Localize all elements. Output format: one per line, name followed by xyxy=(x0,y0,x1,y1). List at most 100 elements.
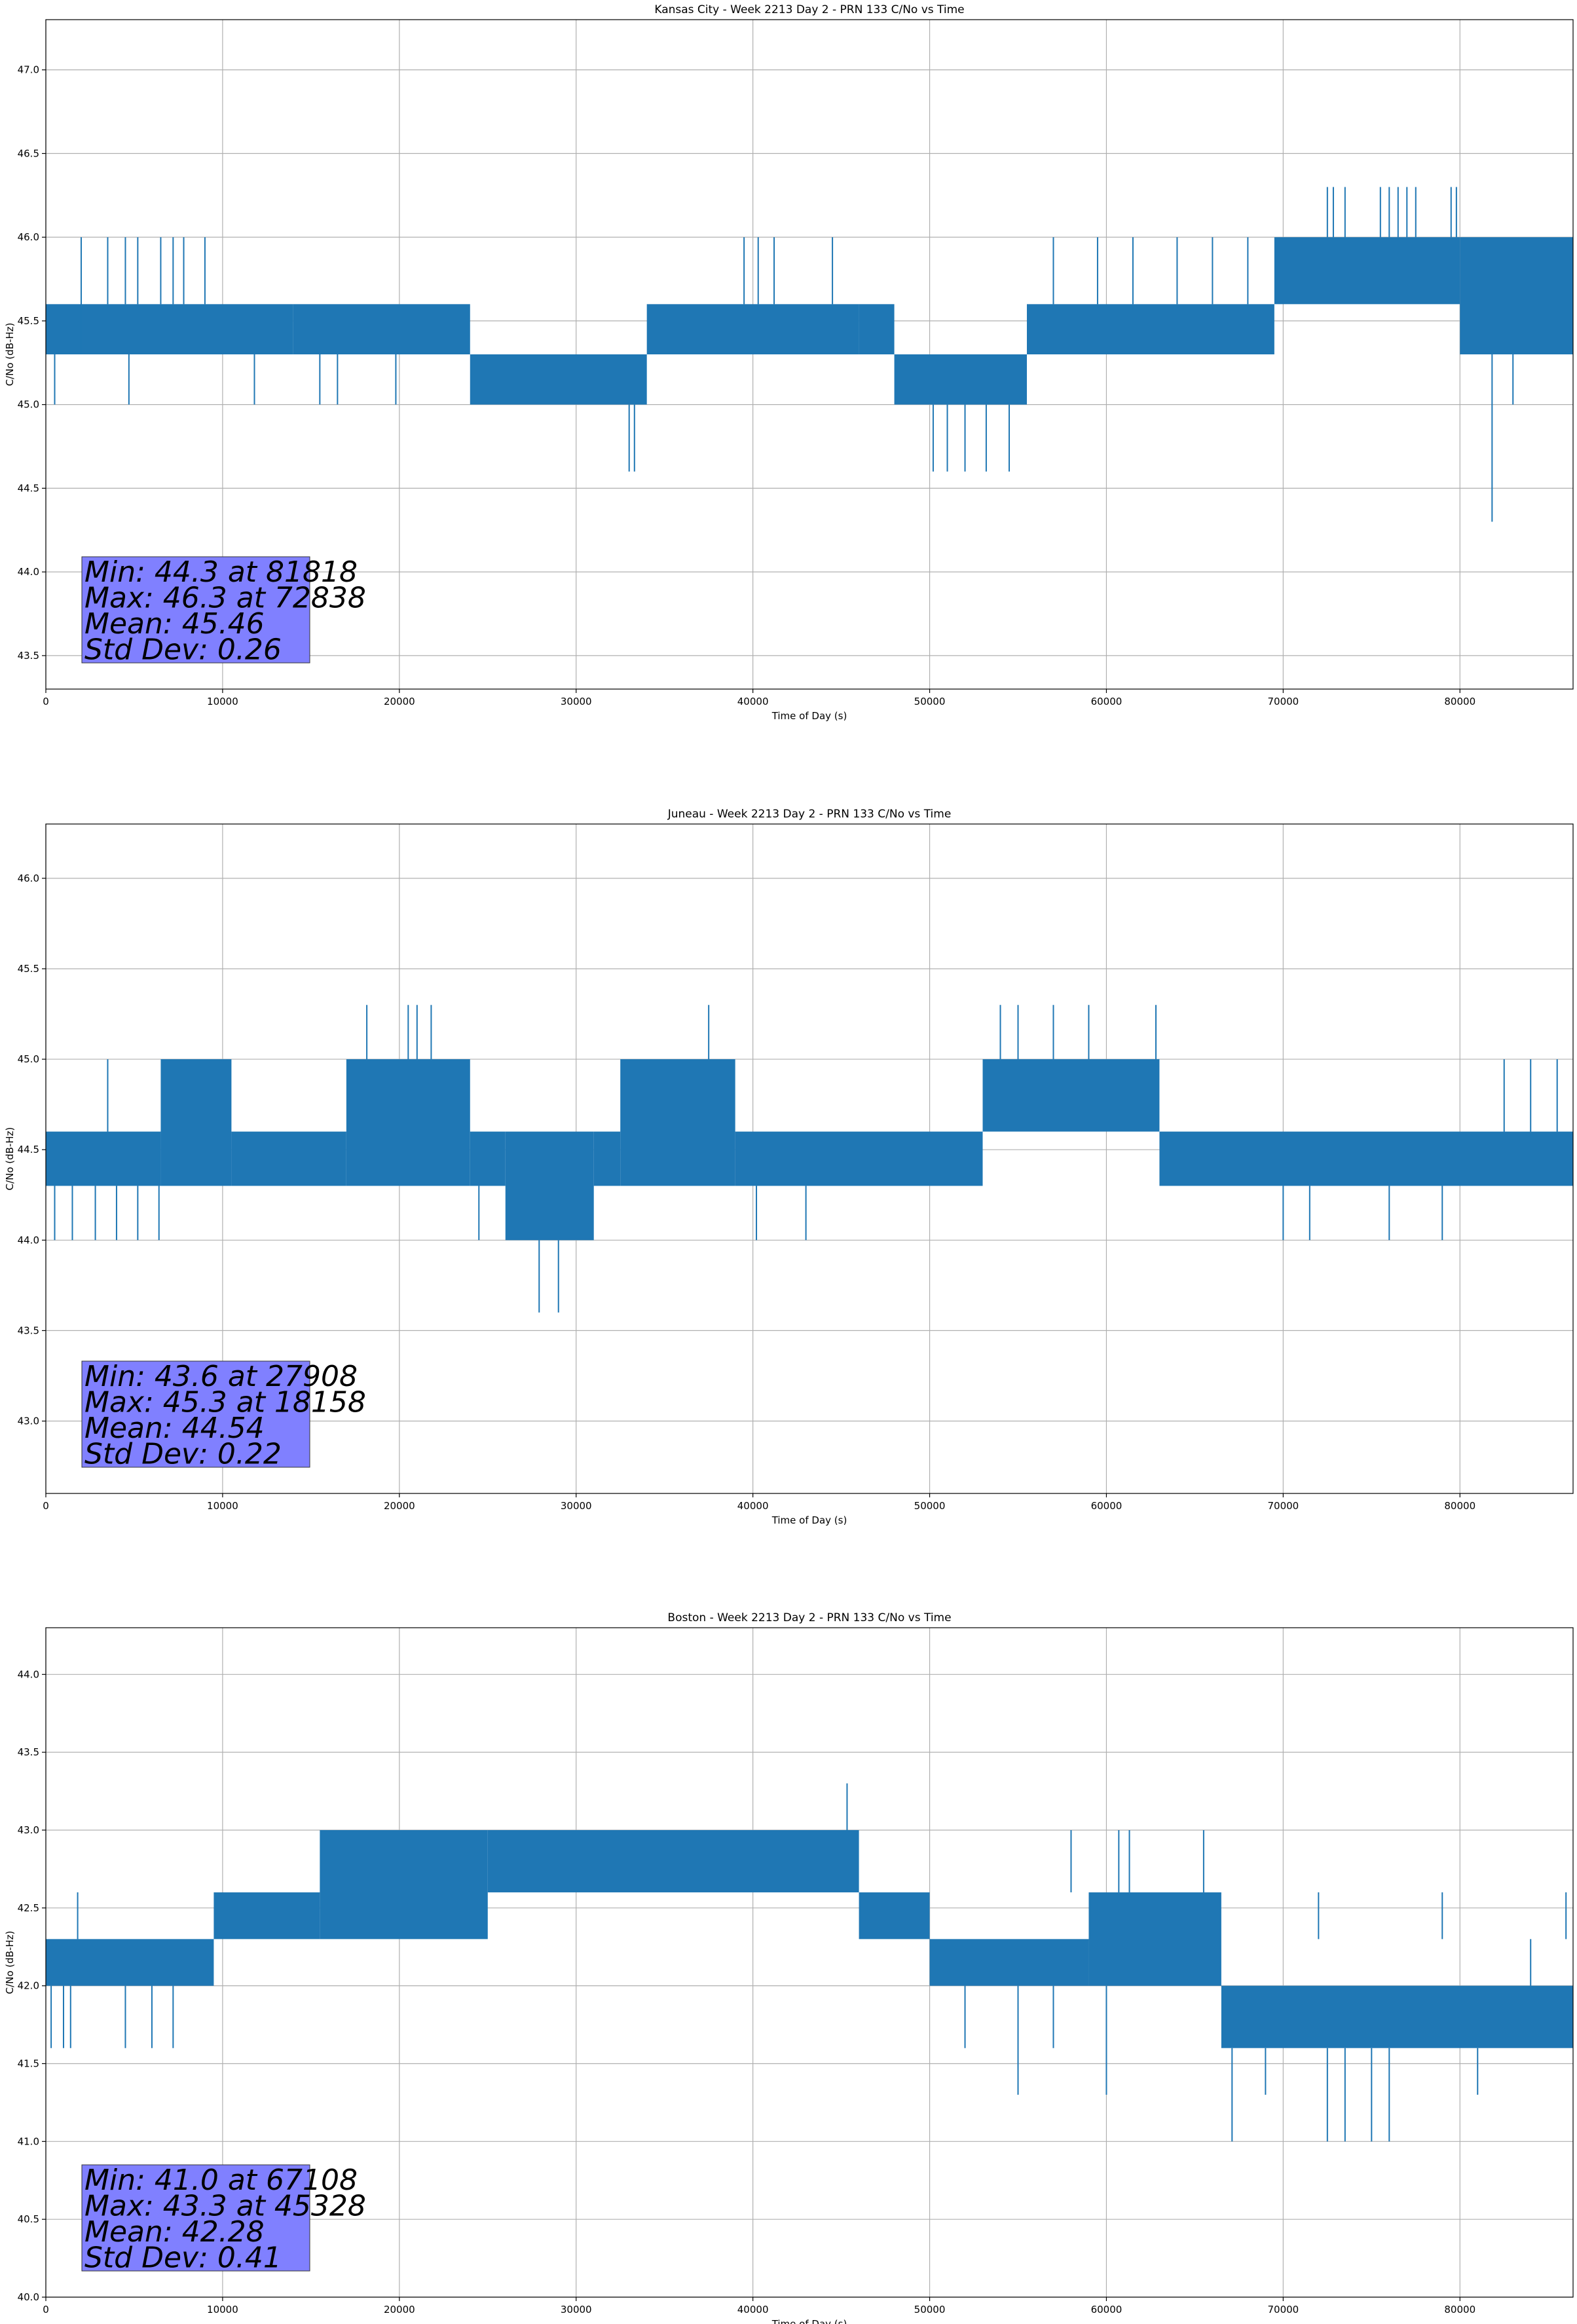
y-axis-label: C/No (dB-Hz) xyxy=(4,1127,16,1191)
x-tick-label: 40000 xyxy=(737,2304,769,2315)
x-tick-label: 70000 xyxy=(1267,696,1299,707)
x-tick-label: 60000 xyxy=(1091,2304,1122,2315)
y-tick-label: 42.5 xyxy=(18,1902,39,1914)
x-tick-label: 30000 xyxy=(561,2304,592,2315)
stats-line: Min: 44.3 at 81818 xyxy=(84,555,358,589)
y-tick-label: 40.0 xyxy=(18,2291,39,2303)
stats-line: Mean: 45.46 xyxy=(84,607,265,641)
stats-box xyxy=(81,2164,310,2272)
y-tick-label: 43.0 xyxy=(18,1824,39,1836)
x-tick-label: 0 xyxy=(43,1500,49,1512)
x-tick-label: 10000 xyxy=(207,2304,238,2315)
x-tick-label: 60000 xyxy=(1091,1500,1122,1512)
chart-title: Juneau - Week 2213 Day 2 - PRN 133 C/No … xyxy=(667,808,952,821)
data-band xyxy=(929,1939,1089,1986)
x-tick-label: 60000 xyxy=(1091,696,1122,707)
stats-line: Max: 46.3 at 72838 xyxy=(84,582,366,615)
chart-panel-2: 0 10000 20000 30000 40000 50000 60000 70000 8000… xyxy=(4,808,1574,1526)
y-tick-label: 46.5 xyxy=(18,147,39,159)
data-band xyxy=(859,304,895,354)
stats-box xyxy=(81,1360,310,1468)
data-band xyxy=(894,354,1027,405)
data-band xyxy=(470,354,647,405)
data-band xyxy=(1088,1892,1221,1986)
stats-line: Mean: 44.54 xyxy=(84,1412,265,1445)
y-tick-label: 45.0 xyxy=(18,1053,39,1065)
plot-frame xyxy=(45,823,1574,1494)
stats-box xyxy=(81,556,310,664)
x-tick-label: 10000 xyxy=(207,696,238,707)
data-band xyxy=(46,1131,161,1186)
data-band xyxy=(982,1059,1160,1132)
plot-frame xyxy=(45,19,1574,690)
x-tick-label: 30000 xyxy=(561,696,592,707)
chart-panel-3: 0 10000 20000 30000 40000 50000 60000 70000 8000… xyxy=(4,1611,1574,2324)
data-band xyxy=(231,1131,346,1186)
data-band xyxy=(46,1939,214,1986)
data-band xyxy=(1221,1985,1573,2048)
y-tick-label: 42.0 xyxy=(18,1980,39,1992)
x-axis-label: Time of Day (s) xyxy=(771,1514,847,1526)
data-band xyxy=(646,304,859,354)
x-tick-label: 20000 xyxy=(384,2304,415,2315)
y-tick-label: 45.5 xyxy=(18,315,39,327)
stats-line: Std Dev: 0.22 xyxy=(84,1438,282,1471)
y-tick-label: 43.5 xyxy=(18,1746,39,1758)
data-band xyxy=(293,304,470,354)
data-band xyxy=(470,1131,506,1186)
stats-line: Mean: 42.28 xyxy=(84,2215,265,2249)
chart-panel-1: 0 10000 20000 30000 40000 50000 60000 70000 8000… xyxy=(4,3,1574,722)
plot-frame xyxy=(45,1627,1574,2298)
data-band xyxy=(859,1892,930,1940)
data-band xyxy=(1274,237,1460,305)
y-tick-label: 43.0 xyxy=(18,1415,39,1427)
data-band xyxy=(1460,237,1573,354)
x-tick-label: 80000 xyxy=(1444,696,1475,707)
stats-line: Max: 45.3 at 18158 xyxy=(84,1386,366,1419)
data-band xyxy=(213,1892,320,1940)
x-tick-label: 40000 xyxy=(737,1500,769,1512)
y-tick-label: 45.5 xyxy=(18,963,39,975)
data-band xyxy=(1159,1131,1573,1186)
chart-title: Boston - Week 2213 Day 2 - PRN 133 C/No … xyxy=(667,1611,951,1624)
y-tick-label: 44.5 xyxy=(18,482,39,494)
y-tick-label: 47.0 xyxy=(18,64,39,76)
x-tick-label: 0 xyxy=(43,2304,49,2315)
x-axis-label: Time of Day (s) xyxy=(771,710,847,722)
x-tick-label: 80000 xyxy=(1444,1500,1475,1512)
chart-title: Kansas City - Week 2213 Day 2 - PRN 133 … xyxy=(654,3,964,16)
x-tick-label: 70000 xyxy=(1267,2304,1299,2315)
y-tick-label: 44.0 xyxy=(18,1234,39,1246)
stats-line: Max: 43.3 at 45328 xyxy=(84,2190,366,2223)
x-tick-label: 50000 xyxy=(914,1500,946,1512)
data-band xyxy=(320,1829,488,1940)
x-tick-label: 80000 xyxy=(1444,2304,1475,2315)
data-band xyxy=(735,1131,983,1186)
x-tick-label: 40000 xyxy=(737,696,769,707)
y-axis-label: C/No (dB-Hz) xyxy=(4,1931,16,1995)
y-axis-label: C/No (dB-Hz) xyxy=(4,323,16,386)
y-tick-label: 44.0 xyxy=(18,1668,39,1680)
stats-line: Min: 43.6 at 27908 xyxy=(84,1360,358,1393)
x-tick-label: 20000 xyxy=(384,1500,415,1512)
y-tick-label: 46.0 xyxy=(18,872,39,884)
y-tick-label: 46.0 xyxy=(18,231,39,243)
y-tick-label: 41.0 xyxy=(18,2135,39,2147)
x-tick-label: 50000 xyxy=(914,696,946,707)
y-tick-label: 43.5 xyxy=(18,1324,39,1336)
data-band xyxy=(487,1829,859,1893)
data-band xyxy=(46,304,293,354)
y-tick-label: 45.0 xyxy=(18,399,39,411)
data-band xyxy=(620,1059,735,1186)
x-tick-label: 10000 xyxy=(207,1500,238,1512)
data-band xyxy=(593,1131,621,1186)
data-band xyxy=(505,1131,594,1241)
y-tick-label: 44.0 xyxy=(18,566,39,578)
y-tick-label: 40.5 xyxy=(18,2213,39,2225)
data-band xyxy=(1026,304,1274,354)
data-band xyxy=(346,1059,470,1186)
y-tick-label: 41.5 xyxy=(18,2057,39,2069)
stats-line: Std Dev: 0.26 xyxy=(84,633,282,667)
data-band xyxy=(160,1059,232,1186)
